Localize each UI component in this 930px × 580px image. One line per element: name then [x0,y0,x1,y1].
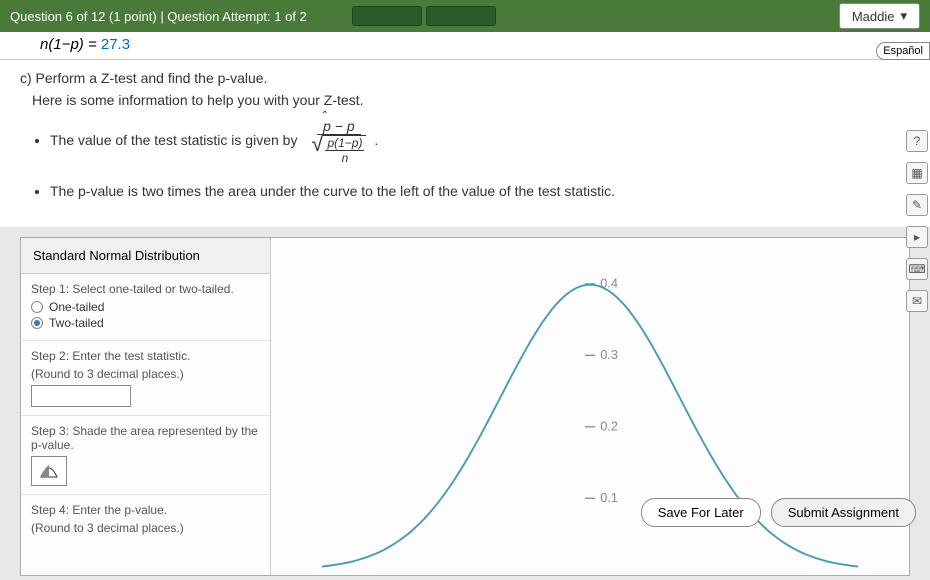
save-for-later-button[interactable]: Save For Later [641,498,761,527]
formula-lhs: n(1−p) = [40,36,101,53]
step2-note: (Round to 3 decimal places.) [31,367,260,381]
step2-label: Step 2: Enter the test statistic. [31,349,260,363]
radio-one-label: One-tailed [49,300,104,314]
formula-value: 27.3 [101,36,130,53]
radio-two-label: Two-tailed [49,316,104,330]
shade-tool-button[interactable] [31,456,67,486]
question-body: c) Perform a Z-test and find the p-value… [0,60,930,227]
mail-icon[interactable]: ✉ [906,290,928,312]
answer-blanks [352,6,496,26]
step-3: Step 3: Shade the area represented by th… [21,416,270,495]
keyboard-icon[interactable]: ⌨ [906,258,928,280]
svg-text:0.2: 0.2 [600,419,618,434]
language-toggle[interactable]: Español [876,42,930,60]
bullet-2: The p-value is two times the area under … [50,183,910,199]
submit-assignment-button[interactable]: Submit Assignment [771,498,916,527]
test-statistic-input[interactable] [31,385,131,407]
z-formula: ⌃p − p √ p(1−p) n [307,118,370,165]
user-menu[interactable]: Maddie ▾ [839,3,920,29]
side-toolbar: ? ▦ ✎ ▸ ⌨ ✉ [906,130,928,312]
chevron-down-icon: ▾ [900,8,907,24]
part-c-heading: c) Perform a Z-test and find the p-value… [20,70,910,86]
user-name: Maddie [852,9,895,24]
step1-label: Step 1: Select one-tailed or two-tailed. [31,282,260,296]
info-bullets: The value of the test statistic is given… [50,118,910,199]
svg-text:0.3: 0.3 [600,347,618,362]
svg-text:0.1: 0.1 [600,490,618,505]
radio-one-tailed[interactable]: One-tailed [31,300,260,314]
blank-1[interactable] [352,6,422,26]
shade-icon [39,463,59,479]
formula-bar: n(1−p) = 27.3 [0,32,930,60]
steps-panel: Standard Normal Distribution Step 1: Sel… [21,238,271,575]
footer-actions: Save For Later Submit Assignment [641,498,916,527]
step-1: Step 1: Select one-tailed or two-tailed.… [21,274,270,341]
blank-2[interactable] [426,6,496,26]
step-4: Step 4: Enter the p-value. (Round to 3 d… [21,495,270,547]
help-icon[interactable]: ? [906,130,928,152]
video-icon[interactable]: ▸ [906,226,928,248]
question-info: Question 6 of 12 (1 point) | Question At… [10,9,352,24]
step3-label: Step 3: Shade the area represented by th… [31,424,260,452]
bullet-1: The value of the test statistic is given… [50,118,910,165]
radio-icon [31,301,43,313]
helper-text: Here is some information to help you wit… [32,92,910,108]
panel-title: Standard Normal Distribution [21,238,270,274]
calculator-icon[interactable]: ▦ [906,162,928,184]
radio-icon-selected [31,317,43,329]
radio-two-tailed[interactable]: Two-tailed [31,316,260,330]
notes-icon[interactable]: ✎ [906,194,928,216]
step4-label: Step 4: Enter the p-value. [31,503,260,517]
bullet-1-text: The value of the test statistic is given… [50,132,297,148]
step-2: Step 2: Enter the test statistic. (Round… [21,341,270,416]
top-bar: Question 6 of 12 (1 point) | Question At… [0,0,930,32]
